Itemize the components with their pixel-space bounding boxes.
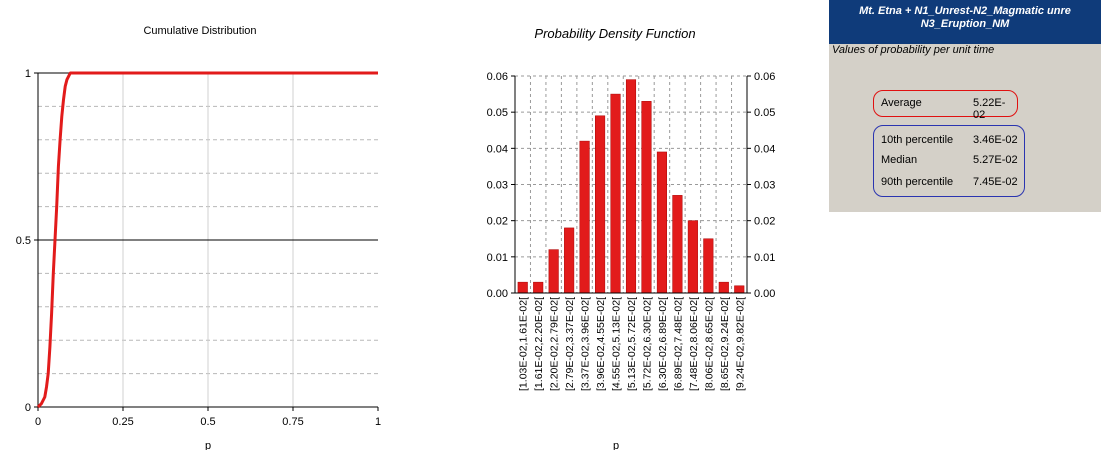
percentile-label: Median <box>881 154 918 166</box>
percentile-label: 10th percentile <box>881 134 954 146</box>
cdf-y-tick-label: 0 <box>25 402 31 414</box>
pdf-y-tick-label-right: 0.05 <box>754 107 775 119</box>
cdf-x-tick-label: 0.5 <box>200 416 215 428</box>
pdf-y-tick-label: 0.05 <box>487 107 508 119</box>
cdf-x-tick-label: 1 <box>375 416 381 428</box>
pdf-bar <box>610 93 621 294</box>
pdf-y-tick-label: 0.03 <box>487 180 508 192</box>
cdf-y-tick-label: 1 <box>25 68 31 80</box>
pdf-y-tick-label: 0.04 <box>487 143 508 155</box>
percentile-value: 7.45E-02 <box>973 176 1018 188</box>
pdf-bar <box>734 285 745 294</box>
cdf-y-tick-label: 0.5 <box>16 235 31 247</box>
percentile-box: 10th percentile 3.46E-02 Median 5.27E-02… <box>873 125 1025 197</box>
percentile-value: 3.46E-02 <box>973 134 1018 146</box>
pdf-category-label: [6.89E-02,7.48E-02[ <box>672 297 684 391</box>
pdf-y-tick-label-right: 0.06 <box>754 71 775 83</box>
pdf-bar <box>533 281 544 294</box>
average-box: Average 5.22E-02 <box>873 90 1018 121</box>
pdf-bar <box>718 281 729 294</box>
pdf-y-tick-label: 0.01 <box>487 252 508 264</box>
pdf-category-label: [5.72E-02,6.30E-02[ <box>642 297 654 391</box>
pdf-bar <box>564 227 575 294</box>
cdf-x-tick-label: 0.25 <box>112 416 133 428</box>
panel-header: Mt. Etna + N1_Unrest-N2_Magmatic unre N3… <box>829 0 1101 44</box>
statistics-panel: Mt. Etna + N1_Unrest-N2_Magmatic unre N3… <box>829 0 1101 212</box>
cdf-chart: 0 0.25 0.5 0.75 1 0 0.5 1 p <box>16 68 381 450</box>
average-label: Average <box>881 97 922 109</box>
cdf-series-line <box>36 71 378 409</box>
average-value: 5.22E-02 <box>973 97 1006 121</box>
pdf-y-tick-label-right: 0.00 <box>754 288 775 300</box>
percentile-value: 5.27E-02 <box>973 154 1018 166</box>
pdf-category-label: [4.55E-02,5.13E-02[ <box>611 297 623 391</box>
pdf-category-label: [8.06E-02,8.65E-02[ <box>703 297 715 391</box>
pdf-category-label: [1.61E-02,2.20E-02[ <box>533 297 545 391</box>
pdf-bar <box>579 140 590 294</box>
pdf-y-tick-label: 0.02 <box>487 216 508 228</box>
pdf-y-tick-label-right: 0.03 <box>754 180 775 192</box>
pdf-bar <box>641 101 652 294</box>
pdf-y-tick-label-right: 0.01 <box>754 252 775 264</box>
cdf-x-tick-label: 0.75 <box>282 416 303 428</box>
percentile-label: 90th percentile <box>881 176 954 188</box>
pdf-category-label: [3.37E-02,3.96E-02[ <box>580 297 592 391</box>
pdf-bar <box>517 281 528 294</box>
pdf-y-tick-label-right: 0.04 <box>754 143 775 155</box>
pdf-title: Probability Density Function <box>534 26 696 41</box>
pdf-category-label: [2.79E-02,3.37E-02[ <box>564 297 576 391</box>
pdf-bar <box>548 249 559 294</box>
pdf-bar <box>595 115 606 294</box>
pdf-bar <box>656 151 667 294</box>
pdf-category-label: [8.65E-02,9.24E-02[ <box>719 297 731 391</box>
pdf-chart: 0.00 0.00 0.01 0.01 0.02 0.02 0.03 0.03 0.04 0.04… <box>487 71 776 450</box>
pdf-y-tick-label: 0.06 <box>487 71 508 83</box>
pdf-category-label: [6.30E-02,6.89E-02[ <box>657 297 669 391</box>
pdf-y-tick-label: 0.00 <box>487 288 508 300</box>
pdf-category-label: [2.20E-02,2.79E-02[ <box>549 297 561 391</box>
pdf-x-axis-label: p <box>613 440 619 450</box>
pdf-bar <box>687 220 698 294</box>
panel-subtitle: Values of probability per unit time <box>832 44 995 56</box>
cdf-title: Cumulative Distribution <box>143 25 257 37</box>
pdf-category-label: [3.96E-02,4.55E-02[ <box>595 297 607 391</box>
cdf-x-axis-label: p <box>205 440 211 450</box>
panel-header-line-2: N3_Eruption_NM <box>920 18 1010 30</box>
panel-header-line-1: Mt. Etna + N1_Unrest-N2_Magmatic unre <box>859 5 1071 17</box>
pdf-bar <box>703 238 714 294</box>
pdf-category-label: [1.03E-02,1.61E-02[ <box>518 297 530 391</box>
pdf-category-label: [5.13E-02,5.72E-02[ <box>626 297 638 391</box>
pdf-category-label: [9.24E-02,9.82E-02[ <box>734 297 746 391</box>
pdf-category-label: [7.48E-02,8.06E-02[ <box>688 297 700 391</box>
pdf-bar <box>625 79 637 294</box>
pdf-y-tick-label-right: 0.02 <box>754 216 775 228</box>
pdf-bar <box>672 195 683 294</box>
cdf-x-tick-label: 0 <box>35 416 41 428</box>
